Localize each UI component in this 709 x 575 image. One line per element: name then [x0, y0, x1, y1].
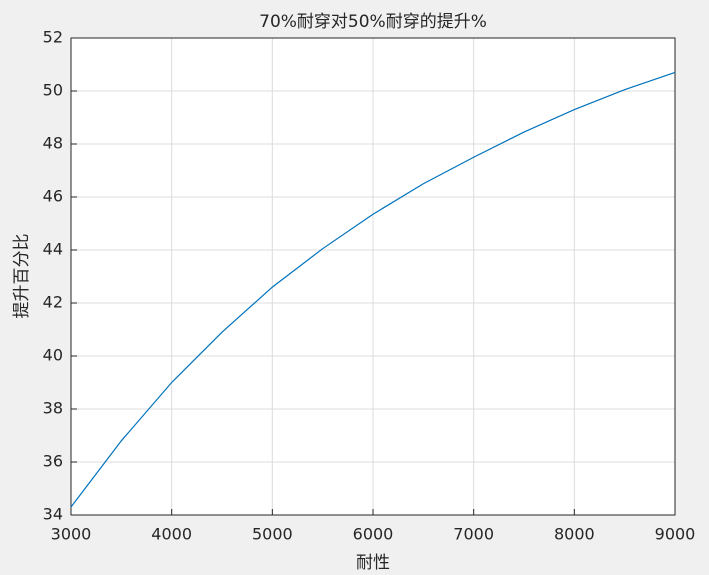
- x-tick-label: 3000: [51, 525, 92, 544]
- y-tick-label: 40: [43, 346, 63, 365]
- x-tick-label: 9000: [655, 525, 696, 544]
- y-tick-label: 46: [43, 187, 63, 206]
- y-tick-label: 48: [43, 134, 63, 153]
- y-tick-label: 34: [43, 505, 63, 524]
- y-tick-label: 36: [43, 452, 63, 471]
- y-axis-label: 提升百分比: [12, 234, 32, 319]
- x-tick-label: 8000: [554, 525, 595, 544]
- axes-box: [70, 37, 676, 516]
- y-tick-label: 38: [43, 399, 63, 418]
- x-tick-label: 5000: [252, 525, 293, 544]
- y-tick-label: 44: [43, 240, 63, 259]
- y-tick-label: 50: [43, 81, 63, 100]
- x-tick-label: 6000: [353, 525, 394, 544]
- y-tick-label: 52: [43, 28, 63, 47]
- x-tick-label: 4000: [151, 525, 192, 544]
- x-axis-label: 耐性: [356, 553, 390, 573]
- chart-title: 70%耐穿对50%耐穿的提升%: [259, 12, 487, 32]
- x-tick-label: 7000: [453, 525, 494, 544]
- data-line: [70, 71, 676, 508]
- y-tick-label: 42: [43, 293, 63, 312]
